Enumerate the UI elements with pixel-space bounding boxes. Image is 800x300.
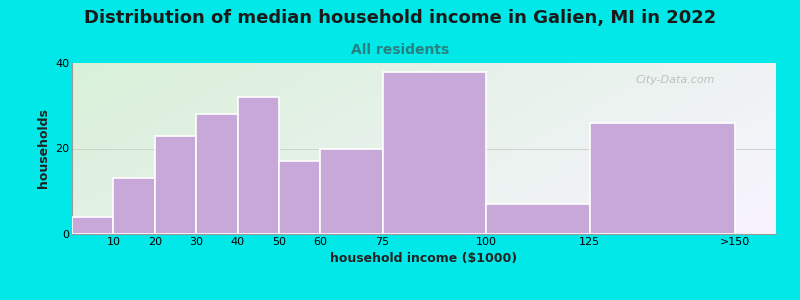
Text: Distribution of median household income in Galien, MI in 2022: Distribution of median household income … — [84, 9, 716, 27]
Bar — [196, 114, 238, 234]
X-axis label: household income ($1000): household income ($1000) — [330, 252, 518, 265]
Bar — [486, 204, 590, 234]
Bar — [590, 123, 734, 234]
Y-axis label: households: households — [37, 109, 50, 188]
Bar — [72, 217, 114, 234]
Bar — [321, 148, 382, 234]
Bar — [279, 161, 321, 234]
Bar — [114, 178, 155, 234]
Bar — [238, 97, 279, 234]
Text: City-Data.com: City-Data.com — [635, 75, 714, 85]
Bar — [155, 136, 196, 234]
Text: All residents: All residents — [351, 44, 449, 58]
Bar — [382, 71, 486, 234]
